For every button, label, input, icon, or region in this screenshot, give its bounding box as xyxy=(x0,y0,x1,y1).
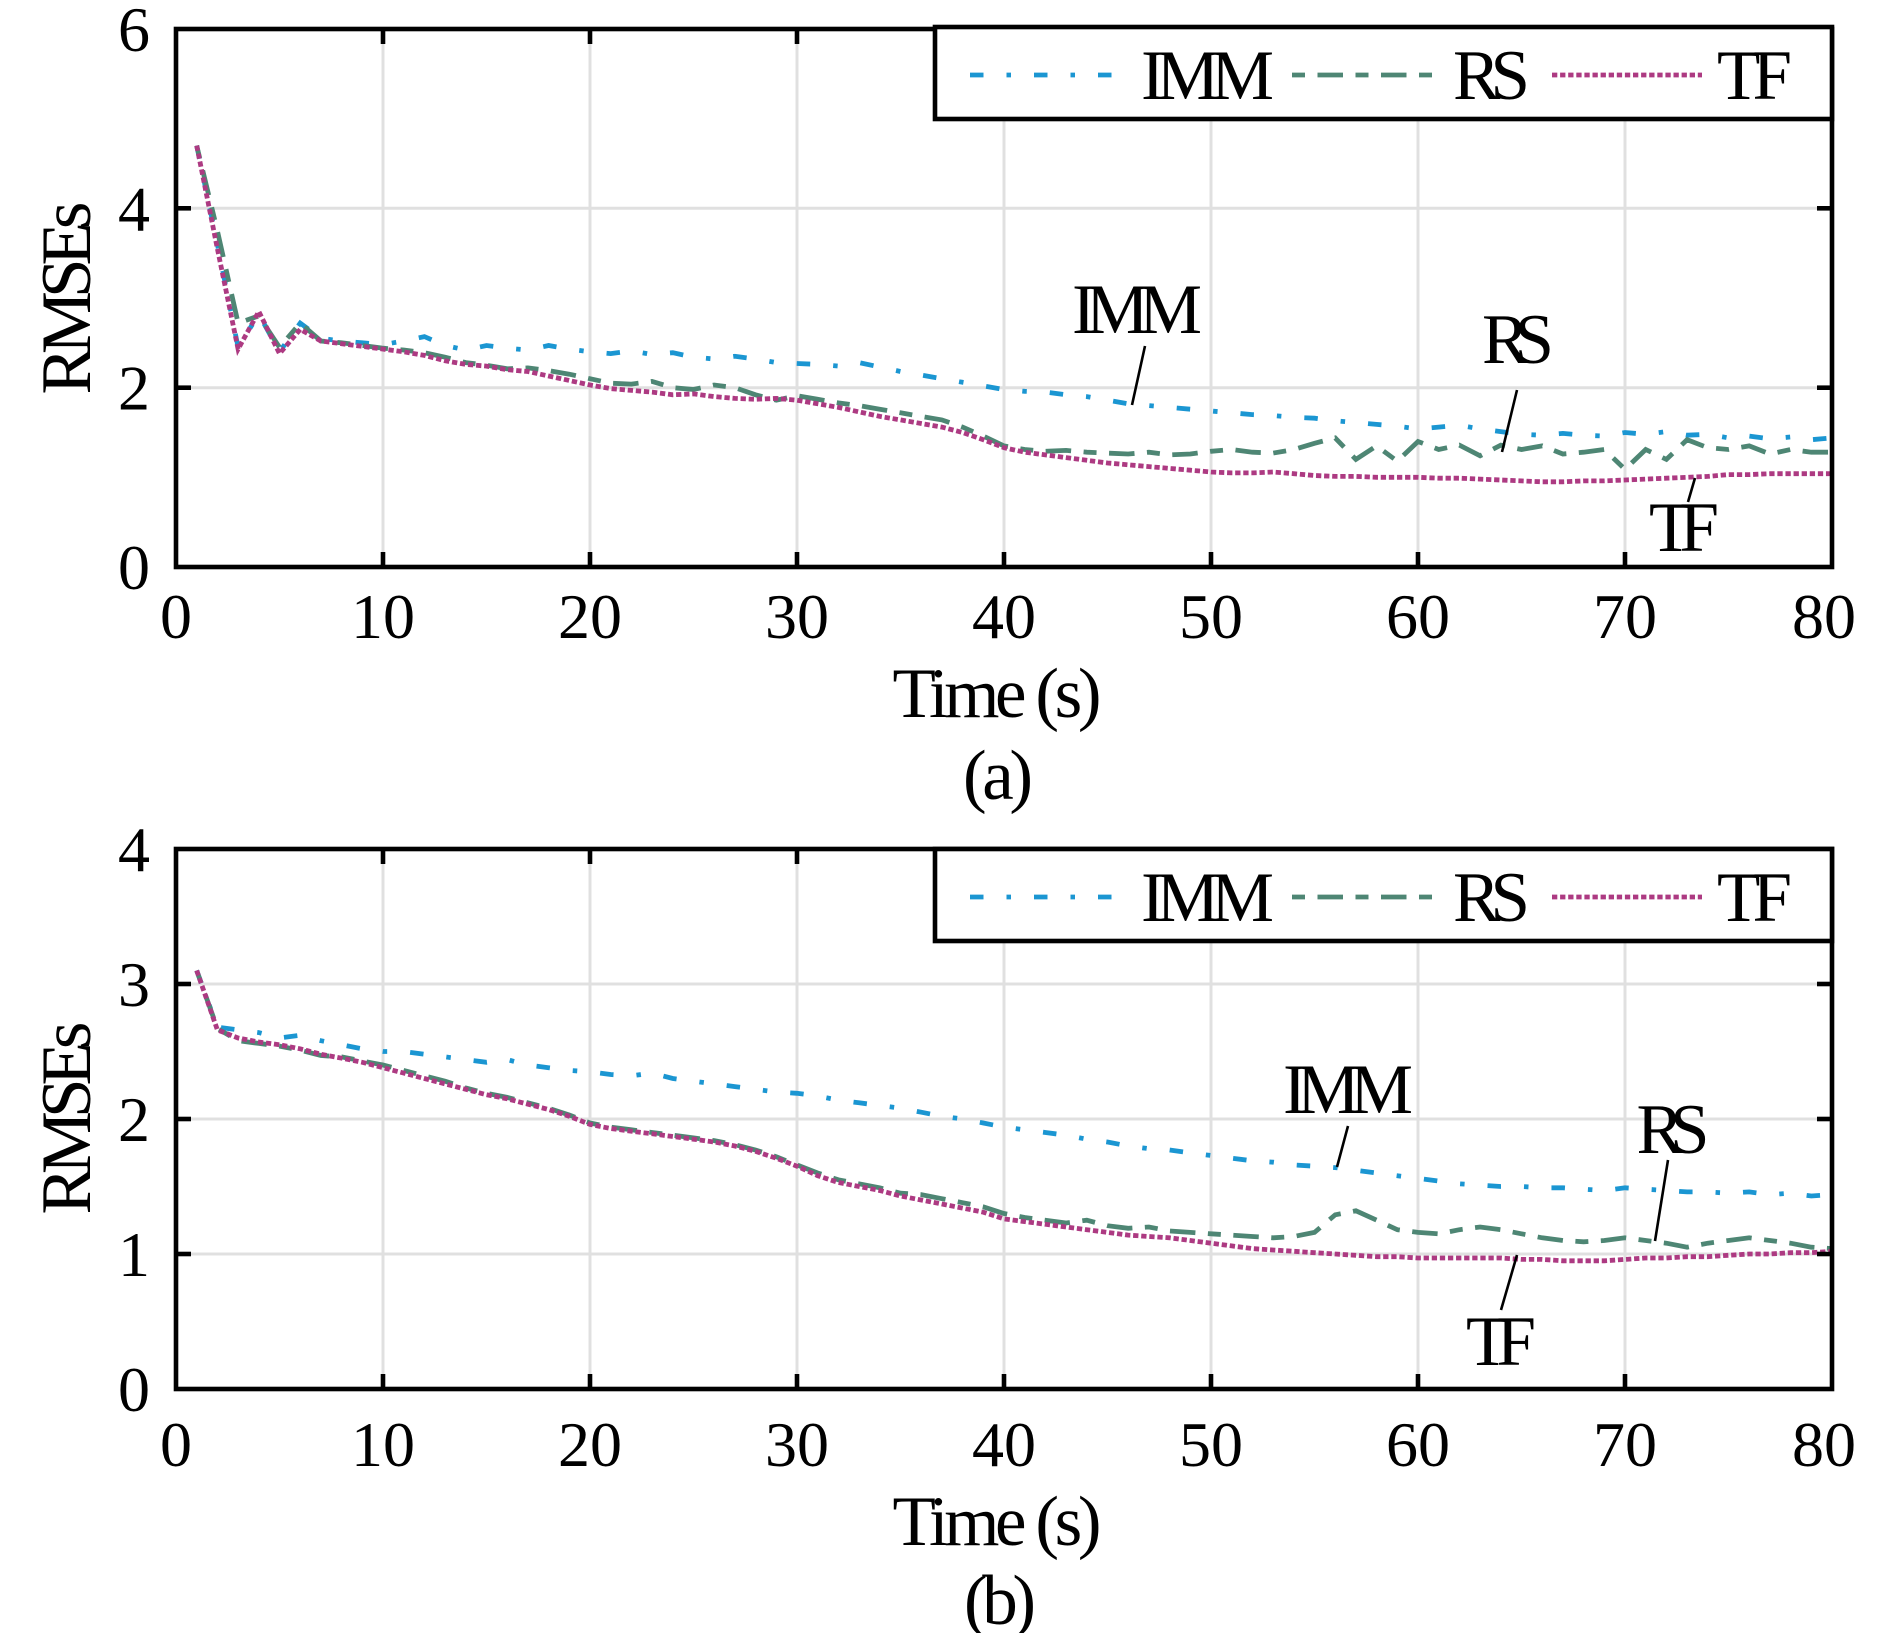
svg-text:60: 60 xyxy=(1386,581,1450,652)
svg-text:0: 0 xyxy=(160,581,192,652)
svg-text:2: 2 xyxy=(118,353,150,424)
svg-text:Time (s): Time (s) xyxy=(893,1483,1102,1561)
svg-text:50: 50 xyxy=(1179,1409,1243,1480)
svg-text:80: 80 xyxy=(1792,581,1856,652)
svg-text:RS: RS xyxy=(1453,859,1530,937)
svg-text:RS: RS xyxy=(1637,1091,1710,1169)
svg-text:30: 30 xyxy=(765,1409,829,1480)
svg-text:10: 10 xyxy=(351,1409,415,1480)
svg-text:TF: TF xyxy=(1649,489,1719,567)
svg-text:0: 0 xyxy=(118,1354,150,1425)
svg-text:20: 20 xyxy=(558,581,622,652)
svg-text:70: 70 xyxy=(1593,1409,1657,1480)
svg-text:80: 80 xyxy=(1792,1409,1856,1480)
svg-text:1: 1 xyxy=(118,1219,150,1290)
svg-text:IMM: IMM xyxy=(1072,271,1202,349)
svg-text:TF: TF xyxy=(1717,37,1792,115)
svg-text:TF: TF xyxy=(1466,1303,1536,1381)
svg-text:4: 4 xyxy=(118,173,150,244)
svg-text:4: 4 xyxy=(118,814,150,885)
svg-text:RS: RS xyxy=(1453,37,1530,115)
svg-text:70: 70 xyxy=(1593,581,1657,652)
svg-text:IMM: IMM xyxy=(1283,1051,1413,1129)
svg-text:IMM: IMM xyxy=(1141,37,1274,115)
svg-text:40: 40 xyxy=(972,1409,1036,1480)
svg-text:RMSEs: RMSEs xyxy=(28,202,106,395)
svg-text:60: 60 xyxy=(1386,1409,1450,1480)
svg-text:Time (s): Time (s) xyxy=(893,655,1102,733)
svg-text:(a): (a) xyxy=(963,737,1033,815)
svg-text:6: 6 xyxy=(118,0,150,65)
svg-text:(b): (b) xyxy=(964,1562,1036,1633)
svg-text:0: 0 xyxy=(118,532,150,603)
svg-text:0: 0 xyxy=(160,1409,192,1480)
svg-text:50: 50 xyxy=(1179,581,1243,652)
svg-text:20: 20 xyxy=(558,1409,622,1480)
svg-text:RMSEs: RMSEs xyxy=(28,1022,106,1215)
svg-text:40: 40 xyxy=(972,581,1036,652)
svg-text:RS: RS xyxy=(1482,301,1554,379)
svg-text:3: 3 xyxy=(118,949,150,1020)
svg-text:IMM: IMM xyxy=(1141,859,1274,937)
svg-text:10: 10 xyxy=(351,581,415,652)
svg-text:2: 2 xyxy=(118,1084,150,1155)
svg-text:TF: TF xyxy=(1717,859,1792,937)
svg-text:30: 30 xyxy=(765,581,829,652)
